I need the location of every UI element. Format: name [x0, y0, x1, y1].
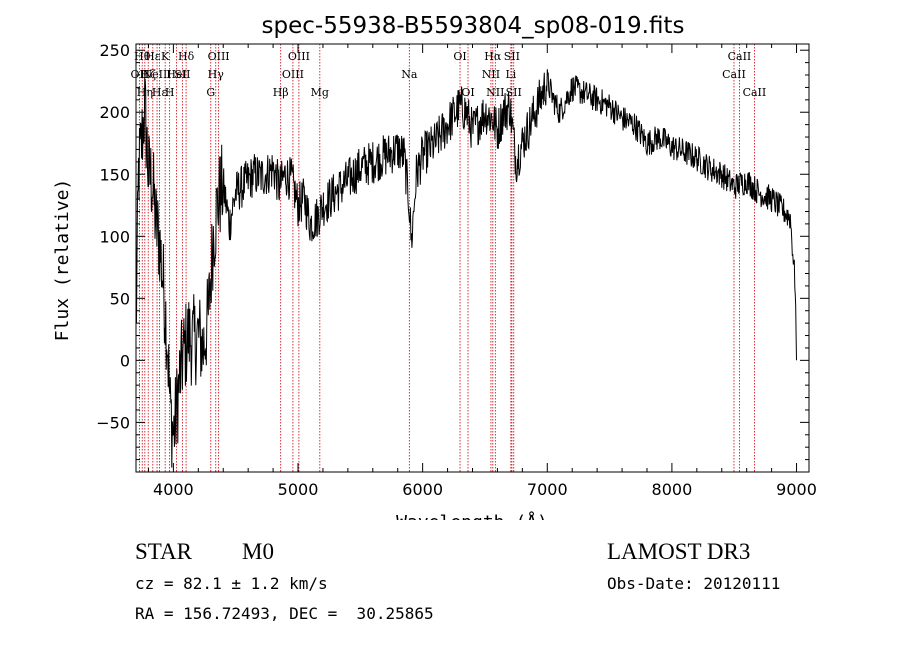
x-tick-label: 4000 [153, 480, 194, 499]
object-subclass: M0 [242, 539, 274, 564]
x-tick-label: 7000 [527, 480, 568, 499]
y-axis-ticks: −50 0 50 100 150 200 250 [96, 41, 809, 461]
line-label: Hε [152, 86, 168, 99]
line-label: OI [453, 50, 466, 63]
line-label: CaII [743, 86, 767, 99]
plot-frame [135, 43, 810, 473]
line-label: Hγ [208, 68, 225, 81]
x-tick-label: 8000 [652, 480, 693, 499]
y-tick-label: 50 [110, 289, 130, 308]
line-label: SII [504, 50, 520, 63]
obs-date: Obs-Date: 20120111 [607, 574, 781, 593]
line-label: SII [506, 86, 522, 99]
line-label: Li [505, 68, 516, 81]
y-tick-label: 250 [99, 41, 130, 60]
emission-line-markers [138, 44, 755, 472]
spectrum-line [135, 69, 797, 468]
y-tick-label: 100 [99, 227, 130, 246]
object-class: STAR [135, 539, 192, 564]
y-tick-label: −50 [96, 413, 130, 432]
redshift-text: cz = 82.1 ± 1.2 km/s [135, 574, 328, 593]
line-label: CaII [728, 50, 752, 63]
x-tick-label: 6000 [402, 480, 443, 499]
line-label: NeIII [142, 68, 171, 81]
line-label: Hδ [178, 50, 195, 63]
line-label: HeI [166, 68, 186, 81]
x-axis-label: Wavelength (Å) [396, 511, 548, 520]
x-tick-label: 5000 [278, 480, 319, 499]
line-label: OIII [288, 50, 310, 63]
line-label: H [165, 86, 175, 99]
line-label: NII [486, 86, 504, 99]
chart-title: spec-55938-B5593804_sp08-019.fits [262, 13, 685, 39]
line-label: OII [131, 68, 149, 81]
line-label: K [161, 50, 170, 63]
line-label: CaII [722, 68, 746, 81]
line-label: SII [174, 68, 190, 81]
x-tick-label: 9000 [776, 480, 817, 499]
y-axis-label: Flux (relative) [52, 179, 73, 342]
line-label: Na [401, 68, 418, 81]
y-tick-label: 0 [120, 351, 130, 370]
emission-line-labels: OIIHθHηHζHεNeIIIHεKHHeISIIHδGHγOIIIHβOII… [131, 50, 767, 99]
line-label: NII [482, 68, 500, 81]
line-label: Hε [145, 50, 161, 63]
line-label: Hβ [273, 86, 289, 99]
line-label: OIII [282, 68, 304, 81]
coordinates: RA = 156.72493, DEC = 30.25865 [135, 604, 434, 623]
line-label: OIII [208, 50, 230, 63]
survey-name: LAMOST DR3 [607, 539, 751, 564]
y-tick-label: 150 [99, 165, 130, 184]
line-label: G [206, 86, 215, 99]
line-label: OI [461, 86, 474, 99]
x-axis-ticks: 4000 5000 6000 7000 8000 9000 [147, 44, 817, 499]
y-tick-label: 200 [99, 103, 130, 122]
line-label: Hθ [134, 50, 151, 63]
line-label: Mg [311, 86, 329, 99]
spectrum-chart: spec-55938-B5593804_sp08-019.fits OIIHθH… [52, 13, 817, 520]
line-label: Hα [484, 50, 502, 63]
